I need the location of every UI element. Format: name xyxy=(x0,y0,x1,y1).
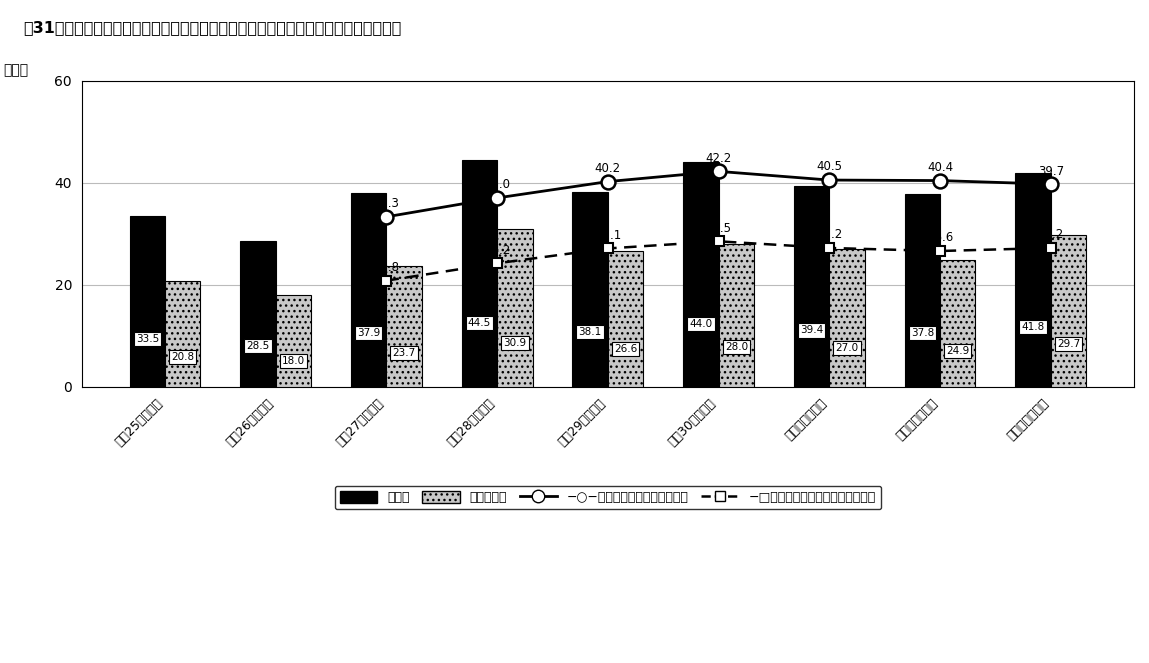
Text: 24.2: 24.2 xyxy=(484,243,510,257)
Text: 18.0: 18.0 xyxy=(282,356,304,366)
3年移動平均（正社員） xyxy=(933,176,947,184)
Text: 27.2: 27.2 xyxy=(1038,228,1064,241)
Text: 37.8: 37.8 xyxy=(911,328,934,337)
Text: 27.1: 27.1 xyxy=(595,229,620,242)
Text: 20.8: 20.8 xyxy=(171,352,194,362)
Text: 40.5: 40.5 xyxy=(816,160,842,174)
Text: 40.2: 40.2 xyxy=(595,162,620,175)
Line: 3年移動平均（正社員）: 3年移動平均（正社員） xyxy=(379,164,1058,223)
Bar xyxy=(165,280,200,387)
Text: 37.9: 37.9 xyxy=(357,328,380,337)
Bar xyxy=(386,266,422,387)
−□・3年移動平均（正社員以外） xyxy=(711,237,725,245)
Bar xyxy=(352,194,386,387)
Bar xyxy=(940,260,976,387)
Text: 28.0: 28.0 xyxy=(725,341,748,352)
Bar xyxy=(130,215,165,387)
−□・3年移動平均（正社員以外） xyxy=(1043,244,1057,252)
Text: （％）: （％） xyxy=(2,64,28,78)
Bar xyxy=(276,295,311,387)
−□・3年移動平均（正社員以外） xyxy=(491,259,504,267)
Text: 38.1: 38.1 xyxy=(579,328,602,337)
Text: 37.0: 37.0 xyxy=(484,178,510,192)
Text: 41.8: 41.8 xyxy=(1021,322,1044,332)
−□・3年移動平均（正社員以外） xyxy=(379,276,393,284)
Text: 39.7: 39.7 xyxy=(1038,164,1064,178)
Text: 図31　キャリアコンサルティングを行うしくみがある事業所（正社員、正社員以外）: 図31 キャリアコンサルティングを行うしくみがある事業所（正社員、正社員以外） xyxy=(23,20,401,35)
Text: 39.4: 39.4 xyxy=(800,326,823,335)
Bar xyxy=(572,192,608,387)
Text: 33.3: 33.3 xyxy=(373,197,400,210)
Text: 24.9: 24.9 xyxy=(946,346,970,356)
−□・3年移動平均（正社員以外） xyxy=(601,245,615,253)
Text: 23.7: 23.7 xyxy=(393,348,416,358)
3年移動平均（正社員） xyxy=(491,194,504,202)
3年移動平均（正社員） xyxy=(379,213,393,221)
Bar xyxy=(794,186,830,387)
Text: 33.5: 33.5 xyxy=(136,334,159,344)
Bar xyxy=(718,244,754,387)
Text: 42.2: 42.2 xyxy=(705,152,732,164)
Text: 27.0: 27.0 xyxy=(835,343,858,353)
Text: 28.5: 28.5 xyxy=(705,221,732,235)
−□・3年移動平均（正社員以外） xyxy=(933,247,947,255)
Text: 26.6: 26.6 xyxy=(927,231,954,245)
Text: 28.5: 28.5 xyxy=(246,341,270,351)
Legend: 正社員, 正社員以外, −○−　３年移動平均（正社員）, −□・３年移動平均（正社員以外）: 正社員, 正社員以外, −○− ３年移動平均（正社員）, −□・３年移動平均（正… xyxy=(334,485,881,509)
Text: 29.7: 29.7 xyxy=(1057,339,1080,349)
Text: 44.5: 44.5 xyxy=(468,318,491,328)
Bar xyxy=(1016,174,1050,387)
Bar xyxy=(1050,235,1086,387)
Text: 30.9: 30.9 xyxy=(503,337,526,347)
3年移動平均（正社員） xyxy=(601,178,615,186)
Text: 27.2: 27.2 xyxy=(816,228,842,241)
Text: 44.0: 44.0 xyxy=(689,319,712,329)
Bar xyxy=(462,160,498,387)
3年移動平均（正社員） xyxy=(1043,180,1057,188)
3年移動平均（正社員） xyxy=(823,176,836,184)
Text: 40.4: 40.4 xyxy=(927,161,953,174)
3年移動平均（正社員） xyxy=(711,167,725,175)
Bar xyxy=(904,194,940,387)
Bar xyxy=(240,241,276,387)
Bar xyxy=(608,251,643,387)
Text: 26.6: 26.6 xyxy=(614,344,638,354)
Line: −□・3年移動平均（正社員以外）: −□・3年移動平均（正社員以外） xyxy=(381,237,1056,286)
Bar xyxy=(684,162,718,387)
−□・3年移動平均（正社員以外） xyxy=(823,244,836,252)
Text: 20.8: 20.8 xyxy=(373,261,400,274)
Bar xyxy=(498,229,533,387)
Bar xyxy=(830,249,865,387)
